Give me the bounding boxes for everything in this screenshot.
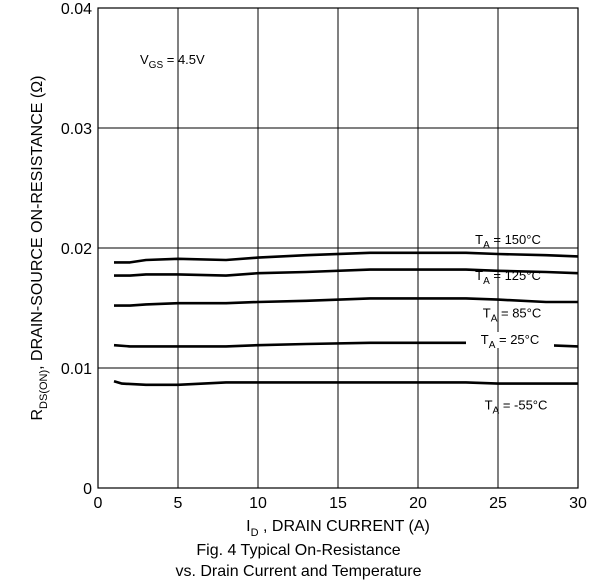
series-label-rest: = 85°C	[497, 306, 541, 321]
y-tick-label: 0.03	[61, 121, 92, 138]
series-label-2: TA = 85°C	[483, 306, 542, 325]
figure-caption-line-1: Fig. 4 Typical On-Resistance	[196, 542, 401, 559]
series-label-rest: = -55°C	[499, 398, 547, 413]
plot-frame	[97, 7, 579, 489]
series-label-4: TA = -55°C	[485, 398, 548, 417]
series-label-sub: A	[491, 314, 498, 325]
series-label-0: TA = 150°C	[475, 232, 541, 251]
chart-canvas: 0 5 10 15 20 25 30 0 0.01 0.02 0.03 0.04 ID , DRAIN …	[29, 1, 587, 539]
x-tick-label: 5	[174, 495, 183, 512]
x-axis-label-rest: , DRAIN CURRENT (A)	[259, 518, 430, 535]
figure-caption-line-2: vs. Drain Current and Temperature	[175, 563, 422, 580]
vgs-annotation: VGS = 4.5V	[140, 52, 205, 71]
vgs-annotation-main: V	[140, 52, 149, 67]
y-tick-label: 0	[83, 481, 92, 498]
series-label-sub: A	[489, 340, 496, 351]
x-axis-label-sub: D	[251, 527, 259, 539]
series-label-main: T	[475, 268, 483, 283]
series-label-sub: A	[483, 276, 490, 287]
series-label-main: T	[475, 232, 483, 247]
x-tick-label: 25	[489, 495, 507, 512]
y-axis-label-sub: DS(ON)	[38, 370, 50, 409]
x-tick-label: 10	[249, 495, 267, 512]
series-label-rest: = 125°C	[490, 268, 541, 283]
y-axis-label-rest: , DRAIN-SOURCE ON-RESISTANCE (Ω)	[29, 75, 46, 369]
series-label-3: TA = 25°C	[481, 332, 540, 351]
series-label-main: T	[481, 332, 489, 347]
series-label-1: TA = 125°C	[475, 268, 541, 287]
y-tick-label: 0.02	[61, 241, 92, 258]
series-label-bg	[466, 332, 554, 348]
x-axis-label: ID , DRAIN CURRENT (A)	[246, 518, 430, 539]
y-axis-label-main: R	[29, 409, 46, 421]
y-tick-label: 0.04	[61, 1, 92, 18]
y-tick-label: 0.01	[61, 361, 92, 378]
x-tick-label: 20	[409, 495, 427, 512]
vgs-annotation-rest: = 4.5V	[163, 52, 205, 67]
series-line-0	[114, 251, 579, 264]
series-line-1	[114, 268, 579, 277]
series-label-main: T	[483, 306, 491, 321]
series-label-rest: = 25°C	[495, 332, 539, 347]
series-label-sub: A	[483, 240, 490, 251]
x-axis-label-main: I	[246, 518, 250, 535]
vgs-annotation-sub: GS	[149, 60, 164, 71]
y-axis-label: RDS(ON), DRAIN-SOURCE ON-RESISTANCE (Ω)	[29, 75, 50, 420]
series-label-rest: = 150°C	[490, 232, 541, 247]
series-line-2	[114, 297, 578, 307]
series-label-sub: A	[493, 406, 500, 417]
x-tick-label: 30	[569, 495, 587, 512]
x-tick-label: 15	[329, 495, 347, 512]
series-line-4	[113, 379, 578, 387]
series-label-main: T	[485, 398, 493, 413]
x-tick-label: 0	[94, 495, 103, 512]
